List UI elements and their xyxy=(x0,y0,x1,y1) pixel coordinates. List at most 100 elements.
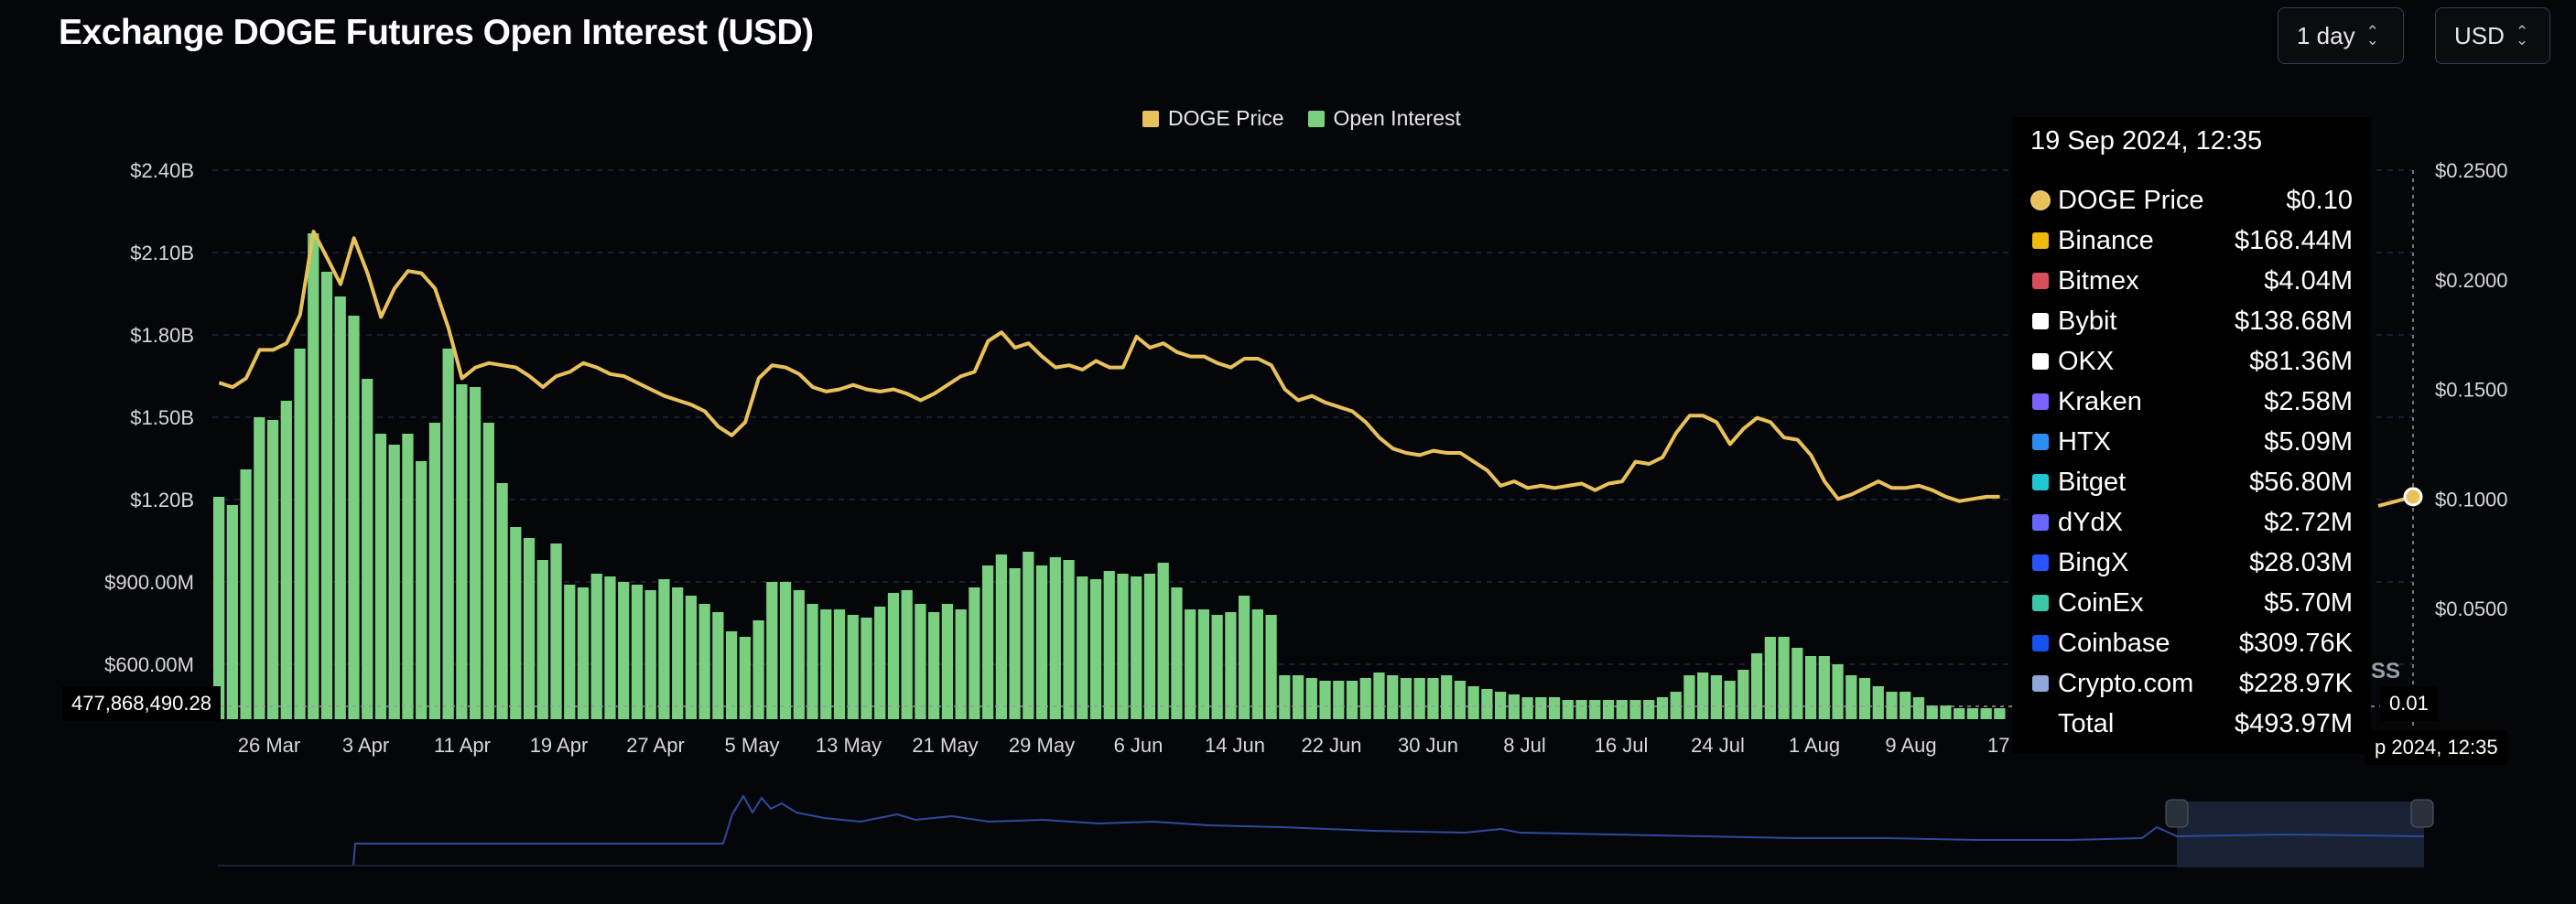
open-interest-bar xyxy=(1319,681,1331,719)
open-interest-bar xyxy=(1185,609,1196,719)
x-tick-label: 14 Jun xyxy=(1205,734,1265,757)
tooltip-row: Binance $168.44M xyxy=(2030,221,2353,261)
open-interest-bar xyxy=(1225,612,1237,719)
open-interest-bar xyxy=(1886,692,1898,719)
open-interest-bar xyxy=(1143,574,1156,719)
x-tick-label: 11 Apr xyxy=(434,734,491,757)
open-interest-bar xyxy=(1305,678,1317,719)
tooltip-row: BingX $28.03M xyxy=(2030,543,2353,583)
tooltip-row-name: Bitmex xyxy=(2058,265,2139,296)
legend-swatch-price xyxy=(1142,110,1159,127)
open-interest-bar xyxy=(1359,678,1371,719)
open-interest-bar xyxy=(564,585,576,719)
y-right-tick-label: $0.1500 xyxy=(2435,379,2508,402)
open-interest-bar xyxy=(887,593,900,719)
open-interest-bar xyxy=(334,296,346,719)
open-interest-bar xyxy=(1171,587,1183,719)
y-left-tick-label: $600.00M xyxy=(104,653,194,676)
open-interest-bar xyxy=(1629,700,1641,719)
open-interest-bar xyxy=(294,349,306,719)
tooltip-row-value: $2.58M xyxy=(2264,386,2353,416)
open-interest-bar xyxy=(1467,686,1479,719)
y-left-tick-label: $2.40B xyxy=(130,159,194,182)
legend-item-doge-price[interactable]: DOGE Price xyxy=(1142,106,1284,131)
cursor-point xyxy=(2403,487,2423,507)
dydx-icon xyxy=(2030,512,2051,533)
tooltip-row-name: Bitget xyxy=(2058,467,2127,497)
chevron-updown-icon: ⌃ ⌄ xyxy=(2515,23,2529,48)
y-right-tick-label: $0.2500 xyxy=(2435,159,2508,182)
open-interest-bar xyxy=(1994,708,2006,719)
open-interest-bar xyxy=(1495,692,1507,719)
open-interest-bar xyxy=(1872,686,1884,719)
open-interest-bar xyxy=(1035,565,1048,719)
y-left-tick-label: $1.80B xyxy=(130,324,194,347)
htx-icon xyxy=(2030,432,2051,452)
open-interest-bar xyxy=(1751,653,1763,719)
tooltip-row: OKX $81.36M xyxy=(2030,341,2353,382)
x-tick-label: 13 May xyxy=(816,734,882,757)
y-right-tick-label: $0.2000 xyxy=(2435,269,2508,292)
open-interest-bar xyxy=(726,631,738,719)
open-interest-bar xyxy=(658,579,670,719)
open-interest-bar xyxy=(955,609,967,719)
open-interest-bar xyxy=(496,483,508,719)
open-interest-bar xyxy=(1521,697,1533,719)
open-interest-bar xyxy=(1239,596,1250,719)
y-right-tick-label: $0.0500 xyxy=(2435,597,2508,620)
tooltip-row-name: DOGE Price xyxy=(2058,185,2204,215)
tooltip-row-name: dYdX xyxy=(2058,507,2123,537)
x-tick-label: 16 Jul xyxy=(1595,734,1649,757)
open-interest-bar xyxy=(1602,700,1615,719)
open-interest-bar xyxy=(280,401,292,719)
tooltip-row-value: $2.72M xyxy=(2264,507,2353,537)
open-interest-bar xyxy=(1117,574,1129,719)
y-left-tick-label: $2.10B xyxy=(130,242,194,264)
open-interest-bar xyxy=(1009,568,1021,719)
legend-label-open-interest: Open Interest xyxy=(1333,106,1461,130)
binance-icon xyxy=(2030,231,2051,251)
tooltip-row-name: OKX xyxy=(2058,346,2115,376)
open-interest-bar xyxy=(685,596,698,719)
chevron-updown-icon: ⌃ ⌄ xyxy=(2365,23,2379,48)
open-interest-bar xyxy=(1940,705,1952,719)
open-interest-bar xyxy=(1589,700,1601,719)
tooltip-row: Bybit $138.68M xyxy=(2030,301,2353,341)
open-interest-bar xyxy=(1980,708,1992,719)
open-interest-bar xyxy=(320,272,333,719)
open-interest-bar xyxy=(470,387,482,719)
open-interest-bar xyxy=(1292,675,1304,719)
tooltip-row-value: $138.68M xyxy=(2235,306,2353,336)
open-interest-bar xyxy=(915,604,926,719)
tooltip-row-value: $309.76K xyxy=(2238,628,2353,658)
open-interest-bar xyxy=(482,423,494,719)
open-interest-bar xyxy=(698,604,710,719)
interval-select[interactable]: 1 day ⌃ ⌄ xyxy=(2278,7,2404,64)
open-interest-bar xyxy=(1481,689,1493,719)
currency-select[interactable]: USD ⌃ ⌄ xyxy=(2435,7,2550,64)
tooltip-row: Bitget $56.80M xyxy=(2030,462,2353,502)
tooltip-row: Bitmex $4.04M xyxy=(2030,261,2353,301)
open-interest-bar xyxy=(847,615,859,719)
open-interest-bar xyxy=(523,538,536,719)
legend-item-open-interest[interactable]: Open Interest xyxy=(1307,106,1461,131)
tooltip-row-name: CoinEx xyxy=(2058,587,2144,618)
open-interest-bar xyxy=(631,585,644,719)
open-interest-bar xyxy=(874,607,886,719)
navigator-line xyxy=(218,794,2425,866)
open-interest-bar xyxy=(254,417,265,719)
open-interest-bar xyxy=(402,434,414,719)
open-interest-bar xyxy=(793,590,805,719)
open-interest-bar xyxy=(1683,675,1695,719)
open-interest-bar xyxy=(536,560,548,719)
tooltip-row-name: Coinbase xyxy=(2058,628,2170,658)
coinbase-icon xyxy=(2030,633,2051,653)
open-interest-bar xyxy=(1764,637,1776,719)
open-interest-bar xyxy=(1265,615,1277,719)
bingx-icon xyxy=(2030,553,2051,573)
tooltip-row-value: $5.09M xyxy=(2264,426,2353,457)
coinex-icon xyxy=(2030,593,2051,613)
x-tick-label: 29 May xyxy=(1009,734,1075,757)
cursor-value-label: 0.01 xyxy=(2380,686,2438,721)
